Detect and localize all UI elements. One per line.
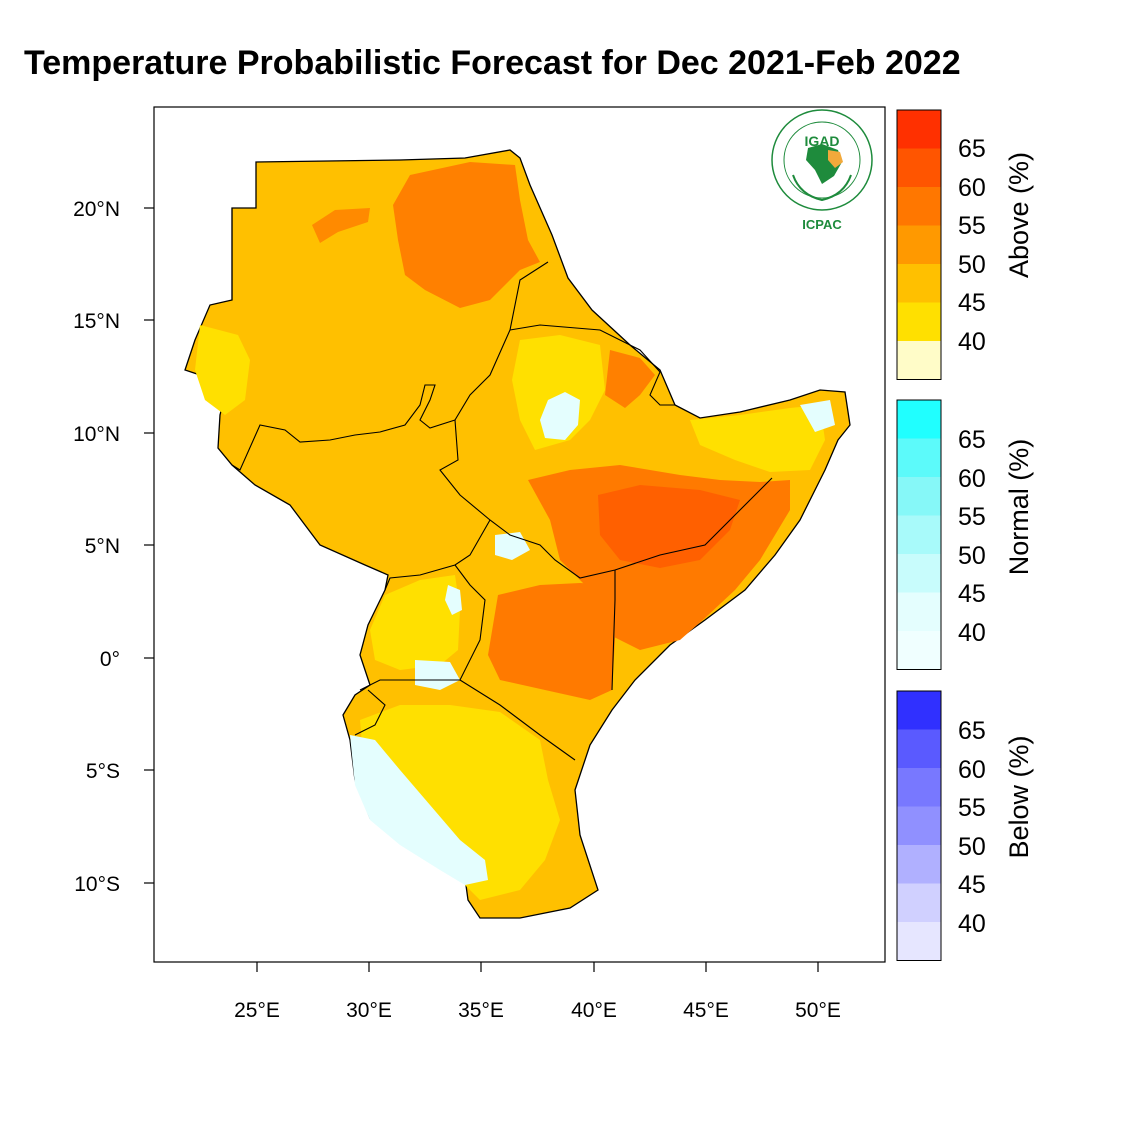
colorbar-normal-swatch-55 <box>897 477 941 516</box>
colorbar-normal-swatch-45 <box>897 554 941 593</box>
normal-ethiopia <box>540 392 580 440</box>
colorbar-below-label: 40 <box>958 910 986 938</box>
y-tick-label: 10°N <box>73 423 120 446</box>
colorbar-normal: 65 60 55 50 45 40 Normal (%) <box>896 399 1034 670</box>
colorbar-below-swatch-60 <box>897 729 941 768</box>
colorbar-above-swatch-60 <box>897 148 941 187</box>
above-55-kenya <box>488 583 615 700</box>
colorbar-normal-label: 50 <box>958 542 986 570</box>
above-40-somalia-north <box>690 405 825 472</box>
colorbar-above-label: 65 <box>958 135 986 163</box>
colorbar-normal-swatch-base <box>897 631 941 670</box>
colorbar-above-swatch-base <box>897 341 941 380</box>
above-55-eritrea <box>605 350 655 408</box>
colorbar-above-title: Above (%) <box>1004 152 1034 278</box>
above-60-ethiopia-core <box>598 485 740 568</box>
igad-icpac-logo: IGAD ICPAC <box>771 109 873 232</box>
x-tick-label: 35°E <box>458 999 504 1022</box>
colorbar-above-label: 40 <box>958 328 986 356</box>
colorbar-above-swatch-55 <box>897 187 941 226</box>
above-55-west-sudan <box>312 208 370 243</box>
igad-region-highlight-icon <box>828 150 843 168</box>
colorbar-below-swatch-40 <box>897 883 941 922</box>
logo-igad-text: IGAD <box>805 133 840 149</box>
map-title: Temperature Probabilistic Forecast for D… <box>24 44 961 82</box>
colorbar-above-label: 55 <box>958 212 986 240</box>
colorbar-below-label: 65 <box>958 717 986 745</box>
colorbar-below-swatch-65 <box>897 691 941 730</box>
above-55-north-sudan <box>393 162 540 308</box>
colorbar-below-title: Below (%) <box>1004 735 1034 858</box>
colorbar-normal-label: 40 <box>958 619 986 647</box>
y-tick-label: 10°S <box>74 873 120 896</box>
colorbar-below-swatch-base <box>897 922 941 961</box>
laurel-wreath-icon <box>792 174 852 202</box>
colorbar-below-frame <box>896 690 942 961</box>
colorbar-below-label: 50 <box>958 833 986 861</box>
y-tick-label: 5°S <box>86 760 120 783</box>
colorbar-below-swatch-45 <box>897 845 941 884</box>
colorbar-normal-swatch-40 <box>897 592 941 631</box>
normal-lake-victoria <box>415 660 460 690</box>
colorbar-above-swatch-65 <box>897 110 941 149</box>
y-tick-label: 0° <box>100 648 120 671</box>
colorbar-above-label: 45 <box>958 289 986 317</box>
y-axis: 20°N 15°N 10°N 5°N 0° 5°S 10°S <box>73 198 154 896</box>
x-tick-label: 50°E <box>795 999 841 1022</box>
above-40-western-sudan <box>195 325 250 415</box>
x-tick-label: 30°E <box>346 999 392 1022</box>
normal-somalia-tip <box>800 400 835 432</box>
colorbar-normal-swatch-60 <box>897 438 941 477</box>
above-40-ethiopia-west <box>512 335 605 450</box>
x-tick-label: 40°E <box>571 999 617 1022</box>
country-borders <box>231 208 773 761</box>
colorbar-below-label: 55 <box>958 794 986 822</box>
colorbar-below-swatch-50 <box>897 806 941 845</box>
x-axis: 25°E 30°E 35°E 40°E 45°E 50°E <box>234 962 841 1022</box>
above-40-uganda <box>370 575 460 670</box>
colorbar-below: 65 60 55 50 45 40 Below (%) <box>896 690 1034 961</box>
y-tick-label: 20°N <box>73 198 120 221</box>
colorbar-below-swatch-55 <box>897 768 941 807</box>
colorbar-above-swatch-50 <box>897 225 941 264</box>
colorbar-normal-label: 65 <box>958 426 986 454</box>
x-tick-label: 45°E <box>683 999 729 1022</box>
colorbar-above: 65 60 55 50 45 40 Above (%) <box>896 109 1034 380</box>
normal-uganda <box>445 585 462 615</box>
colorbar-normal-label: 45 <box>958 580 986 608</box>
colorbar-above-label: 50 <box>958 251 986 279</box>
colorbar-normal-frame <box>896 399 942 670</box>
colorbar-above-swatch-40 <box>897 302 941 341</box>
colorbar-normal-label: 55 <box>958 503 986 531</box>
logo-icpac-text: ICPAC <box>802 217 842 232</box>
y-tick-label: 5°N <box>85 535 120 558</box>
colorbar-below-label: 60 <box>958 756 986 784</box>
colorbar-above-label: 60 <box>958 174 986 202</box>
y-tick-label: 15°N <box>73 310 120 333</box>
colorbar-below-label: 45 <box>958 871 986 899</box>
above-40-tanzania <box>360 705 560 900</box>
colorbar-normal-swatch-65 <box>897 400 941 439</box>
colorbar-above-frame <box>896 109 942 380</box>
colorbar-normal-title: Normal (%) <box>1004 439 1034 576</box>
colorbar-normal-swatch-50 <box>897 515 941 554</box>
x-tick-label: 25°E <box>234 999 280 1022</box>
forecast-map <box>184 149 851 919</box>
normal-tanzania-west <box>350 735 488 885</box>
colorbar-above-swatch-45 <box>897 264 941 303</box>
colorbar-normal-label: 60 <box>958 465 986 493</box>
